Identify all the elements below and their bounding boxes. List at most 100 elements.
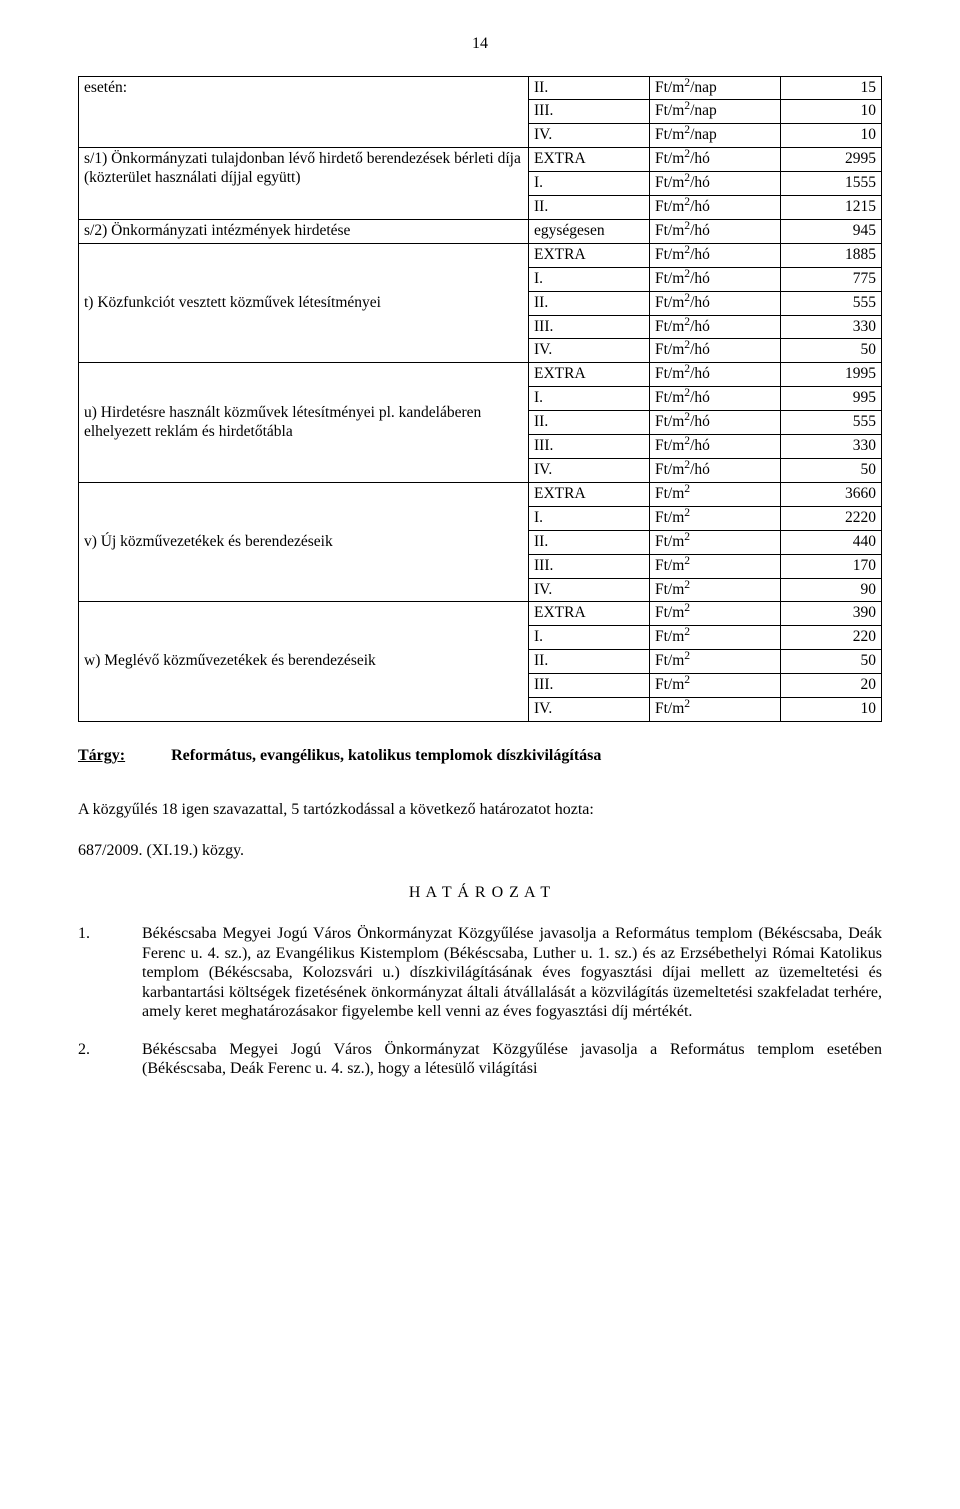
category-cell: I. xyxy=(529,267,650,291)
unit-cell: Ft/m2/hó xyxy=(650,243,781,267)
unit-cell: Ft/m2/hó xyxy=(650,219,781,243)
category-cell: III. xyxy=(529,100,650,124)
resolution-ref: 687/2009. (XI.19.) közgy. xyxy=(78,841,882,861)
category-cell: III. xyxy=(529,435,650,459)
unit-cell: Ft/m2/hó xyxy=(650,148,781,172)
unit-cell: Ft/m2/hó xyxy=(650,196,781,220)
unit-cell: Ft/m2/hó xyxy=(650,267,781,291)
value-cell: 2995 xyxy=(781,148,882,172)
category-cell: II. xyxy=(529,530,650,554)
value-cell: 1215 xyxy=(781,196,882,220)
unit-cell: Ft/m2 xyxy=(650,578,781,602)
unit-cell: Ft/m2/hó xyxy=(650,459,781,483)
unit-cell: Ft/m2/hó xyxy=(650,339,781,363)
unit-cell: Ft/m2/hó xyxy=(650,291,781,315)
category-cell: egységesen xyxy=(529,219,650,243)
item-text: Békéscsaba Megyei Jogú Város Önkormányza… xyxy=(142,924,882,1022)
category-cell: III. xyxy=(529,315,650,339)
page-number: 14 xyxy=(78,34,882,54)
value-cell: 10 xyxy=(781,124,882,148)
resolution-item: 1. Békéscsaba Megyei Jogú Város Önkormány… xyxy=(78,924,882,1022)
unit-cell: Ft/m2 xyxy=(650,602,781,626)
value-cell: 995 xyxy=(781,387,882,411)
value-cell: 3660 xyxy=(781,482,882,506)
category-cell: EXTRA xyxy=(529,482,650,506)
unit-cell: Ft/m2/hó xyxy=(650,435,781,459)
value-cell: 390 xyxy=(781,602,882,626)
value-cell: 20 xyxy=(781,674,882,698)
value-cell: 945 xyxy=(781,219,882,243)
row-label: w) Meglévő közművezetékek és berendezése… xyxy=(79,602,529,722)
vote-paragraph: A közgyűlés 18 igen szavazattal, 5 tartó… xyxy=(78,800,882,820)
row-label: esetén: xyxy=(79,76,529,148)
item-index: 1. xyxy=(78,924,102,1022)
category-cell: III. xyxy=(529,554,650,578)
unit-cell: Ft/m2 xyxy=(650,674,781,698)
value-cell: 555 xyxy=(781,411,882,435)
category-cell: IV. xyxy=(529,698,650,722)
category-cell: IV. xyxy=(529,459,650,483)
value-cell: 10 xyxy=(781,698,882,722)
value-cell: 555 xyxy=(781,291,882,315)
category-cell: I. xyxy=(529,172,650,196)
category-cell: EXTRA xyxy=(529,363,650,387)
unit-cell: Ft/m2/hó xyxy=(650,315,781,339)
category-cell: EXTRA xyxy=(529,602,650,626)
category-cell: IV. xyxy=(529,578,650,602)
category-cell: I. xyxy=(529,626,650,650)
value-cell: 50 xyxy=(781,459,882,483)
value-cell: 330 xyxy=(781,435,882,459)
category-cell: II. xyxy=(529,650,650,674)
unit-cell: Ft/m2/hó xyxy=(650,172,781,196)
unit-cell: Ft/m2/hó xyxy=(650,411,781,435)
hatarozat-heading: H A T Á R O Z A T xyxy=(78,883,882,903)
targy-text: Református, evangélikus, katolikus templ… xyxy=(171,746,601,766)
unit-cell: Ft/m2 xyxy=(650,650,781,674)
row-label: s/2) Önkormányzati intézmények hirdetése xyxy=(79,219,529,243)
category-cell: II. xyxy=(529,411,650,435)
category-cell: I. xyxy=(529,387,650,411)
unit-cell: Ft/m2 xyxy=(650,482,781,506)
row-label: s/1) Önkormányzati tulajdonban lévő hird… xyxy=(79,148,529,220)
row-label: t) Közfunkciót vesztett közművek létesít… xyxy=(79,243,529,363)
category-cell: IV. xyxy=(529,339,650,363)
row-label: v) Új közművezetékek és berendezéseik xyxy=(79,482,529,602)
targy-label: Tárgy: xyxy=(78,746,125,766)
category-cell: II. xyxy=(529,291,650,315)
value-cell: 220 xyxy=(781,626,882,650)
value-cell: 10 xyxy=(781,100,882,124)
category-cell: II. xyxy=(529,196,650,220)
unit-cell: Ft/m2/hó xyxy=(650,363,781,387)
value-cell: 15 xyxy=(781,76,882,100)
category-cell: EXTRA xyxy=(529,243,650,267)
category-cell: II. xyxy=(529,76,650,100)
unit-cell: Ft/m2 xyxy=(650,554,781,578)
category-cell: III. xyxy=(529,674,650,698)
unit-cell: Ft/m2/nap xyxy=(650,100,781,124)
value-cell: 1885 xyxy=(781,243,882,267)
value-cell: 330 xyxy=(781,315,882,339)
value-cell: 90 xyxy=(781,578,882,602)
value-cell: 1555 xyxy=(781,172,882,196)
unit-cell: Ft/m2 xyxy=(650,626,781,650)
fee-table: esetén:II.Ft/m2/nap15III.Ft/m2/nap10IV.F… xyxy=(78,76,882,722)
resolution-list: 1. Békéscsaba Megyei Jogú Város Önkormány… xyxy=(78,924,882,1079)
category-cell: IV. xyxy=(529,124,650,148)
value-cell: 50 xyxy=(781,339,882,363)
unit-cell: Ft/m2/nap xyxy=(650,76,781,100)
resolution-item: 2. Békéscsaba Megyei Jogú Város Önkormány… xyxy=(78,1040,882,1079)
category-cell: I. xyxy=(529,506,650,530)
value-cell: 170 xyxy=(781,554,882,578)
unit-cell: Ft/m2 xyxy=(650,506,781,530)
value-cell: 50 xyxy=(781,650,882,674)
item-index: 2. xyxy=(78,1040,102,1079)
unit-cell: Ft/m2/nap xyxy=(650,124,781,148)
value-cell: 775 xyxy=(781,267,882,291)
value-cell: 440 xyxy=(781,530,882,554)
unit-cell: Ft/m2 xyxy=(650,698,781,722)
value-cell: 1995 xyxy=(781,363,882,387)
row-label: u) Hirdetésre használt közművek létesítm… xyxy=(79,363,529,483)
unit-cell: Ft/m2/hó xyxy=(650,387,781,411)
item-text: Békéscsaba Megyei Jogú Város Önkormányza… xyxy=(142,1040,882,1079)
value-cell: 2220 xyxy=(781,506,882,530)
